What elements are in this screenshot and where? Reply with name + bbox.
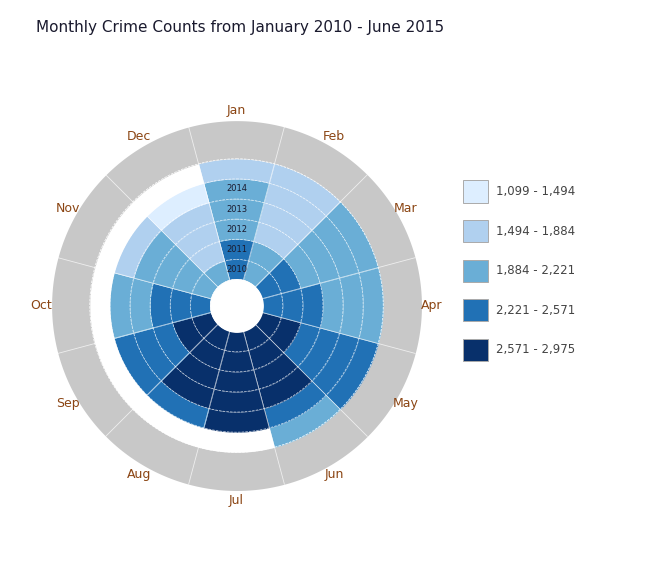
Text: 1,099 - 1,494: 1,099 - 1,494 (496, 185, 575, 198)
Text: 2014: 2014 (226, 184, 247, 193)
Text: Sep: Sep (56, 396, 80, 410)
Text: Jul: Jul (229, 494, 244, 507)
Text: Jan: Jan (227, 104, 246, 117)
Text: Aug: Aug (127, 468, 151, 481)
Text: Nov: Nov (56, 201, 80, 215)
Text: Dec: Dec (127, 130, 151, 143)
Text: Jun: Jun (324, 468, 343, 481)
Text: Mar: Mar (393, 201, 417, 215)
Text: Apr: Apr (421, 299, 442, 312)
Text: 2,221 - 2,571: 2,221 - 2,571 (496, 304, 575, 317)
Text: Feb: Feb (323, 130, 345, 143)
Text: May: May (393, 396, 419, 410)
Text: 2,571 - 2,975: 2,571 - 2,975 (496, 343, 575, 356)
Text: 2010: 2010 (226, 265, 247, 274)
Text: 1,494 - 1,884: 1,494 - 1,884 (496, 225, 575, 237)
Text: 2011: 2011 (226, 245, 247, 254)
Text: Monthly Crime Counts from January 2010 - June 2015: Monthly Crime Counts from January 2010 -… (36, 20, 444, 36)
Text: 1,884 - 2,221: 1,884 - 2,221 (496, 264, 575, 277)
Text: 2013: 2013 (226, 204, 247, 214)
Text: 2012: 2012 (226, 225, 247, 233)
Text: Oct: Oct (30, 299, 52, 312)
